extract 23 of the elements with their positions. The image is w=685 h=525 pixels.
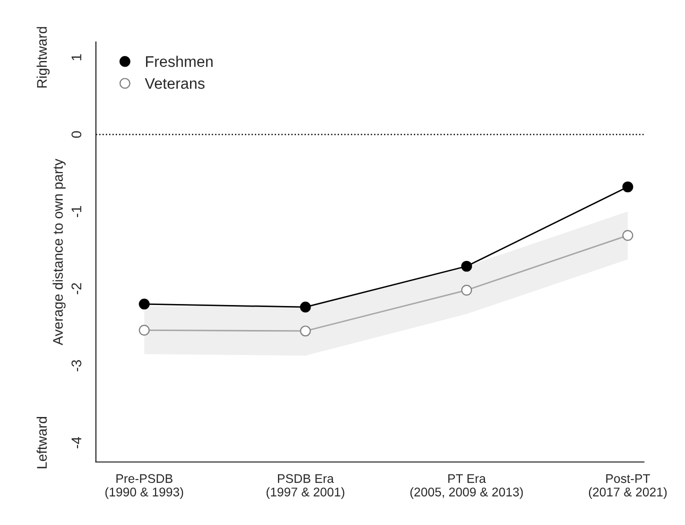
x-tick-label: Pre-PSDB (1990 & 1993) [105,474,184,499]
y-tick-label: -4 [72,436,82,448]
y-tick-label: -2 [72,283,82,294]
legend-label: Veterans [144,78,205,89]
point [138,324,150,336]
y-tick-label: -3 [72,360,82,372]
y-tick-label: -1 [72,206,82,218]
x-tick-label: Post-PT (2017 & 2021) [588,474,667,499]
text: Rightward [36,27,50,88]
point [461,260,472,272]
text: Leftward [36,416,47,468]
point [138,298,150,310]
point [461,284,472,296]
point [300,302,311,313]
legend-label: Freshmen [146,56,213,67]
y-tick-label: 0 [72,131,82,138]
point [300,326,311,336]
x-tick-label: PSDB Era (1997 & 2001) [266,474,344,499]
point [622,230,634,241]
point [622,181,634,192]
y-axis-title: Average distance to own party [52,158,66,346]
x-tick-label: PT Era (2005, 2009 & 2013) [410,474,523,499]
y-tick-label: 1 [72,54,82,60]
